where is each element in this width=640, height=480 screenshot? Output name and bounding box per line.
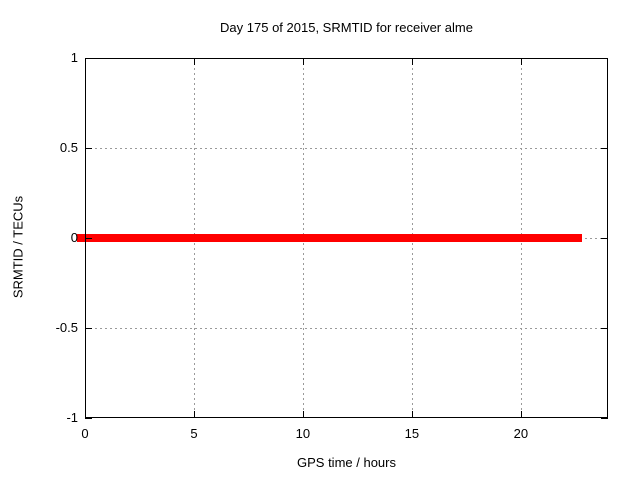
data-series-line <box>77 234 582 242</box>
y-tick-mark-right <box>601 328 608 329</box>
x-tick-mark <box>411 411 413 418</box>
x-tick-mark-top <box>411 58 413 65</box>
y-tick-mark <box>85 238 92 239</box>
y-tick-mark-right <box>601 148 608 149</box>
x-tick-mark <box>302 411 304 418</box>
y-tick-label: 1 <box>70 50 78 65</box>
x-tick-label: 10 <box>295 426 311 441</box>
x-tick-label: 0 <box>81 426 89 441</box>
y-tick-mark-right <box>601 418 608 419</box>
x-tick-label: 20 <box>513 426 529 441</box>
horizontal-gridline <box>85 148 608 149</box>
x-tick-label: 5 <box>190 426 198 441</box>
x-tick-mark <box>520 411 522 418</box>
y-tick-label: -0.5 <box>55 320 78 335</box>
chart-title: Day 175 of 2015, SRMTID for receiver alm… <box>220 20 473 35</box>
x-tick-label: 15 <box>404 426 420 441</box>
y-tick-label: -1 <box>66 410 78 425</box>
y-tick-mark <box>85 328 92 329</box>
y-tick-mark <box>85 58 92 59</box>
y-tick-label: 0 <box>70 230 78 245</box>
x-axis-label: GPS time / hours <box>297 455 396 470</box>
horizontal-gridline <box>85 328 608 329</box>
y-tick-mark <box>85 148 92 149</box>
x-tick-mark <box>193 411 195 418</box>
y-tick-mark-right <box>601 58 608 59</box>
y-tick-mark-right <box>601 238 608 239</box>
y-tick-label: 0.5 <box>59 140 78 155</box>
y-axis-label: SRMTID / TECUs <box>10 195 26 299</box>
x-tick-mark-top <box>302 58 304 65</box>
x-tick-mark-top <box>520 58 522 65</box>
x-tick-mark-top <box>193 58 195 65</box>
y-tick-mark <box>85 418 92 419</box>
x-tick-mark-top <box>85 58 86 65</box>
x-tick-mark <box>85 411 86 418</box>
